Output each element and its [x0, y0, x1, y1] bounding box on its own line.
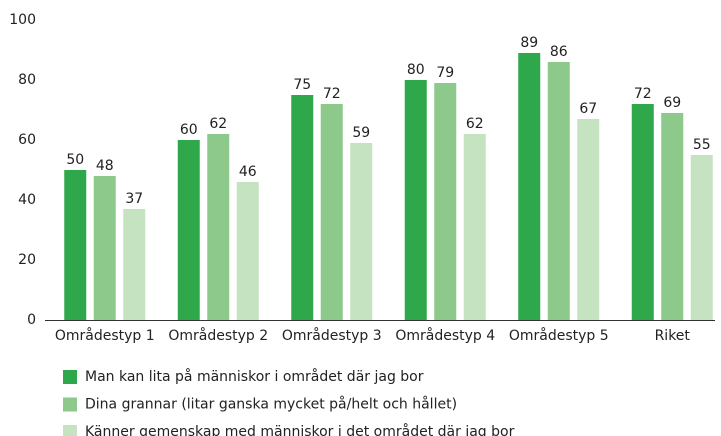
value-label: 80 — [407, 62, 425, 78]
legend-swatch — [63, 425, 77, 436]
y-tick-label: 100 — [9, 12, 36, 28]
bar — [93, 176, 116, 320]
y-tick-label: 0 — [27, 312, 36, 328]
bar — [177, 140, 200, 320]
legend-swatch — [63, 370, 77, 384]
legend-label: Dina grannar (litar ganska mycket på/hel… — [85, 396, 457, 413]
value-label: 62 — [209, 116, 227, 132]
y-tick-label: 20 — [18, 252, 36, 268]
value-label: 55 — [693, 137, 711, 153]
value-label: 89 — [520, 35, 538, 51]
legend-label: Känner gemenskap med människor i det omr… — [85, 423, 515, 436]
x-tick-label: Områdestyp 5 — [509, 327, 609, 344]
legend-swatch — [63, 397, 77, 412]
value-label: 72 — [634, 86, 652, 102]
y-tick-label: 40 — [18, 192, 36, 208]
bar — [434, 83, 457, 320]
x-tick-label: Områdestyp 2 — [168, 327, 268, 344]
value-label: 79 — [436, 65, 454, 81]
bar — [291, 95, 314, 320]
bar — [631, 104, 654, 320]
x-tick-label: Riket — [655, 328, 691, 344]
legend-label: Man kan lita på människor i området där … — [85, 368, 424, 385]
x-tick-label: Områdestyp 1 — [55, 327, 155, 344]
y-tick-label: 80 — [18, 72, 36, 88]
value-label: 86 — [550, 44, 568, 60]
y-tick-label: 60 — [18, 132, 36, 148]
x-tick-label: Områdestyp 3 — [282, 327, 382, 344]
value-label: 50 — [66, 152, 84, 168]
x-tick-label: Områdestyp 4 — [395, 327, 495, 344]
bar — [64, 170, 87, 320]
bar — [350, 143, 373, 320]
value-label: 60 — [180, 122, 198, 138]
value-label: 75 — [293, 77, 311, 93]
value-label: 69 — [663, 95, 681, 111]
value-label: 72 — [323, 86, 341, 102]
bar — [463, 134, 486, 320]
value-label: 37 — [125, 191, 143, 207]
bar — [320, 104, 343, 320]
value-label: 48 — [96, 158, 114, 174]
bar — [661, 113, 684, 320]
bar — [547, 62, 570, 320]
value-label: 59 — [352, 125, 370, 141]
bar — [207, 134, 230, 320]
bar — [690, 155, 713, 320]
bar — [518, 53, 541, 320]
value-label: 67 — [579, 101, 597, 117]
bar — [404, 80, 427, 320]
bar — [123, 209, 146, 320]
value-label: 46 — [239, 164, 257, 180]
bar — [577, 119, 600, 320]
value-label: 62 — [466, 116, 484, 132]
bar — [236, 182, 259, 320]
